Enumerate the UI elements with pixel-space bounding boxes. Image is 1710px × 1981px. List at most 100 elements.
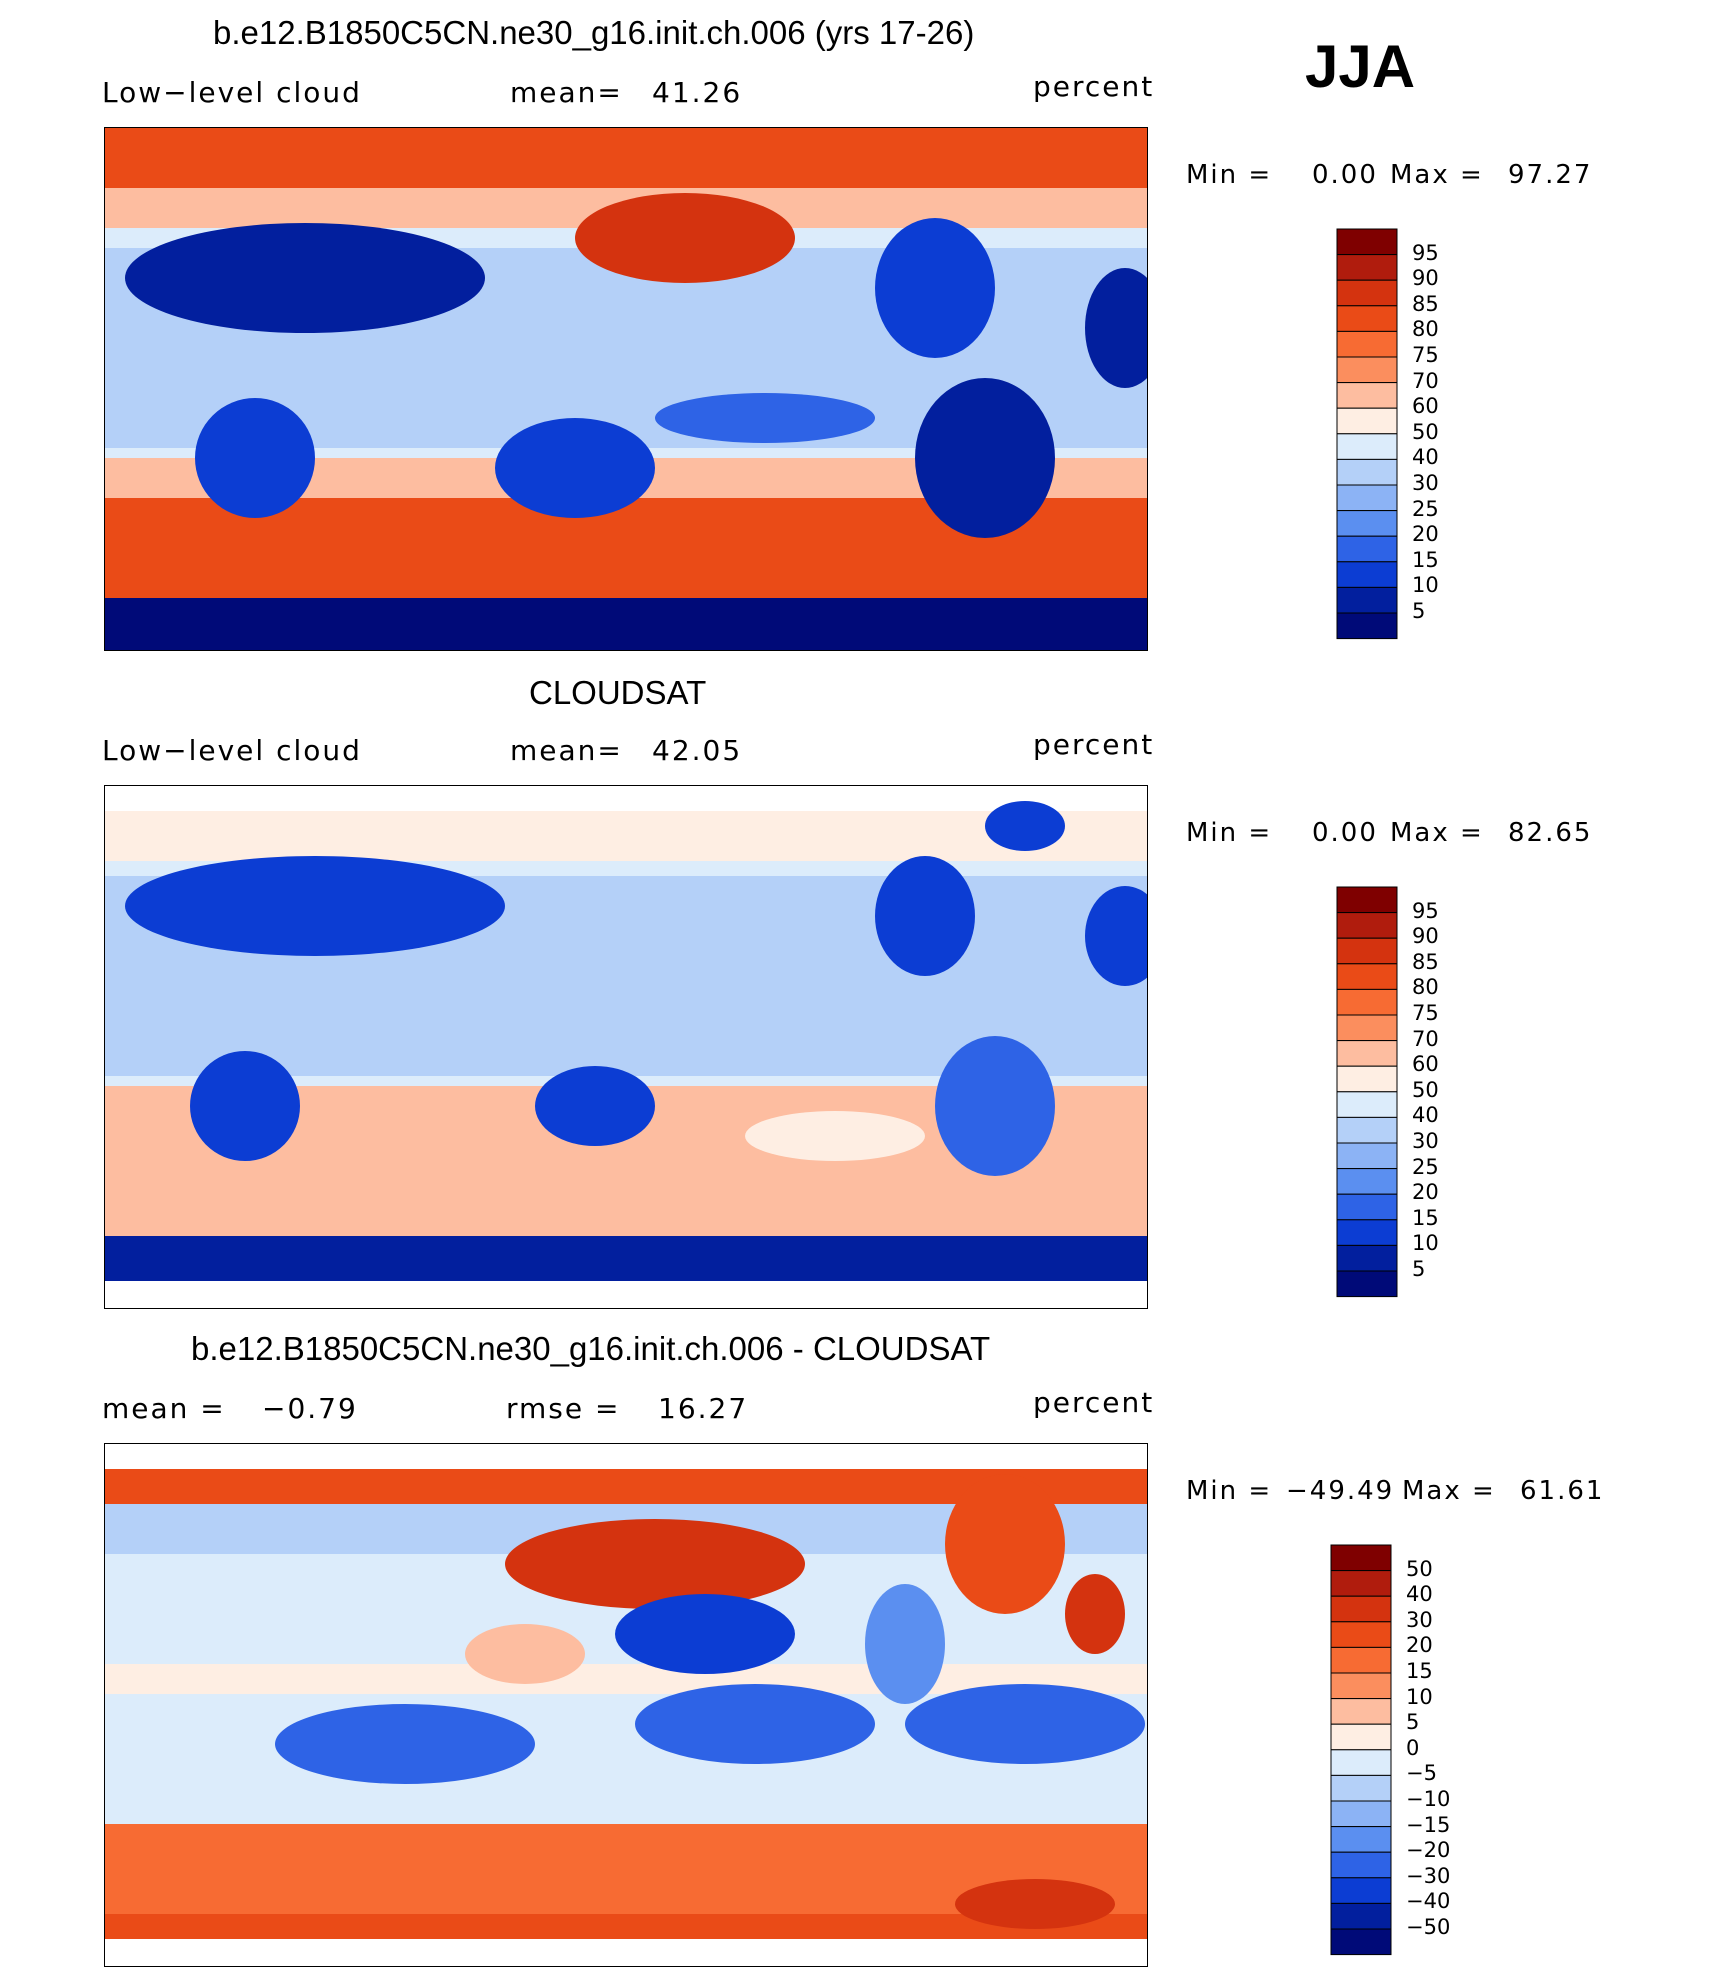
colorbar-label: −20 [1406, 1838, 1451, 1863]
colorbar-box [1336, 1014, 1398, 1042]
colorbar-box [1336, 586, 1398, 614]
panel1-map-svg [105, 128, 1147, 650]
colorbar-label: 15 [1406, 1659, 1433, 1683]
season-label: JJA [1305, 33, 1416, 100]
colorbar-box [1330, 1723, 1392, 1751]
panel2-min-label: Min = [1186, 818, 1273, 848]
colorbar-box [1330, 1902, 1392, 1930]
colorbar-label: 50 [1412, 419, 1439, 444]
colorbar-box [1330, 1774, 1392, 1802]
colorbar-box [1336, 458, 1398, 486]
panel3-mean-value: −0.79 [262, 1392, 358, 1425]
colorbar-label: 40 [1406, 1582, 1433, 1607]
colorbar-label: 85 [1412, 949, 1439, 974]
colorbar-box [1336, 356, 1398, 384]
panel3-map [104, 1443, 1148, 1967]
colorbar-label: 30 [1412, 471, 1439, 495]
colorbar-box [1336, 228, 1398, 256]
colorbar-box [1336, 510, 1398, 537]
panel2-title: CLOUDSAT [529, 674, 707, 711]
colorbar-label: 50 [1406, 1556, 1433, 1581]
colorbar-label: 95 [1412, 240, 1439, 265]
colorbar-label: 5 [1406, 1710, 1420, 1735]
panel3-max-value: 61.61 [1520, 1476, 1605, 1506]
panel1-mean-value: 41.26 [652, 76, 743, 109]
colorbar-label: 15 [1412, 547, 1439, 572]
colorbar-box [1336, 988, 1398, 1016]
colorbar-label: 80 [1412, 975, 1439, 1000]
colorbar-label: 70 [1412, 1026, 1439, 1051]
colorbar-box [1330, 1698, 1392, 1725]
panel3-rmse-value: 16.27 [658, 1392, 749, 1425]
panel2-map-svg [105, 786, 1147, 1308]
colorbar-box [1336, 535, 1398, 563]
colorbar-box [1336, 612, 1398, 640]
panel2-map [104, 785, 1148, 1309]
colorbar-box [1330, 1570, 1392, 1597]
panel2-variable-label: Low−level cloud [102, 734, 362, 767]
panel1-variable-label: Low−level cloud [102, 76, 362, 109]
colorbar-label: 20 [1412, 1180, 1439, 1205]
colorbar-box [1336, 1065, 1398, 1093]
panel2-max-label: Max = [1390, 818, 1484, 848]
panel1-map [104, 127, 1148, 651]
colorbar-box [1336, 1219, 1398, 1246]
colorbar-box [1336, 886, 1398, 914]
colorbar-box [1330, 1800, 1392, 1828]
panel1-min-label: Min = [1186, 160, 1273, 190]
colorbar-box [1336, 407, 1398, 435]
colorbar-box [1336, 912, 1398, 939]
colorbar-label: 70 [1412, 368, 1439, 393]
colorbar-label: 10 [1412, 1231, 1439, 1256]
colorbar-box [1336, 561, 1398, 588]
colorbar-label: 5 [1412, 599, 1426, 623]
panel1-max-value: 97.27 [1508, 160, 1593, 190]
colorbar-label: 20 [1412, 522, 1439, 547]
colorbar-label: 30 [1406, 1607, 1433, 1632]
colorbar-label: 60 [1412, 394, 1439, 419]
colorbar-box [1330, 1646, 1392, 1674]
panel3-map-svg [105, 1444, 1147, 1966]
colorbar-box [1336, 1091, 1398, 1118]
colorbar-box [1330, 1544, 1392, 1572]
colorbar-label: 75 [1412, 1001, 1439, 1025]
colorbar-box [1336, 279, 1398, 307]
colorbar-box [1336, 305, 1398, 332]
colorbar-label: −30 [1406, 1863, 1451, 1888]
colorbar-box [1330, 1672, 1392, 1700]
colorbar-box [1336, 963, 1398, 990]
colorbar-label: −10 [1406, 1787, 1451, 1811]
colorbar-label: 10 [1412, 573, 1439, 598]
panel2-mean-value: 42.05 [652, 734, 743, 767]
colorbar-label: −40 [1406, 1889, 1451, 1914]
colorbar-label: 10 [1406, 1684, 1433, 1709]
colorbar-box [1336, 1270, 1398, 1298]
colorbar-box [1330, 1595, 1392, 1623]
panel1-units-label: percent [1033, 70, 1155, 103]
colorbar-box [1336, 1142, 1398, 1170]
panel1-max-label: Max = [1390, 160, 1484, 190]
colorbar-label: 15 [1412, 1205, 1439, 1230]
colorbar-label: 95 [1412, 898, 1439, 923]
colorbar-box [1336, 1040, 1398, 1067]
panel3-max-label: Max = [1402, 1476, 1496, 1506]
colorbar-box [1330, 1826, 1392, 1853]
colorbar-svg [1336, 228, 1398, 640]
panel1-mean-label: mean= [510, 76, 623, 109]
colorbar-label: 30 [1412, 1129, 1439, 1153]
panel2-min-value: 0.00 [1312, 818, 1378, 848]
colorbar-box [1330, 1749, 1392, 1776]
colorbar-box [1336, 1244, 1398, 1272]
colorbar-label: 90 [1412, 266, 1439, 291]
colorbar-svg [1336, 886, 1398, 1298]
colorbar-box [1336, 330, 1398, 358]
panel3-title: b.e12.B1850C5CN.ne30_g16.init.ch.006 - C… [191, 1330, 991, 1367]
panel3-units-label: percent [1033, 1386, 1155, 1419]
colorbar-box [1330, 1928, 1392, 1956]
panel3-min-value: −49.49 [1286, 1476, 1395, 1506]
colorbar-box [1336, 254, 1398, 281]
colorbar-label: −5 [1406, 1761, 1437, 1786]
colorbar-box [1336, 1168, 1398, 1195]
colorbar-label: 0 [1406, 1735, 1420, 1760]
panel3-rmse-label: rmse = [506, 1392, 621, 1425]
